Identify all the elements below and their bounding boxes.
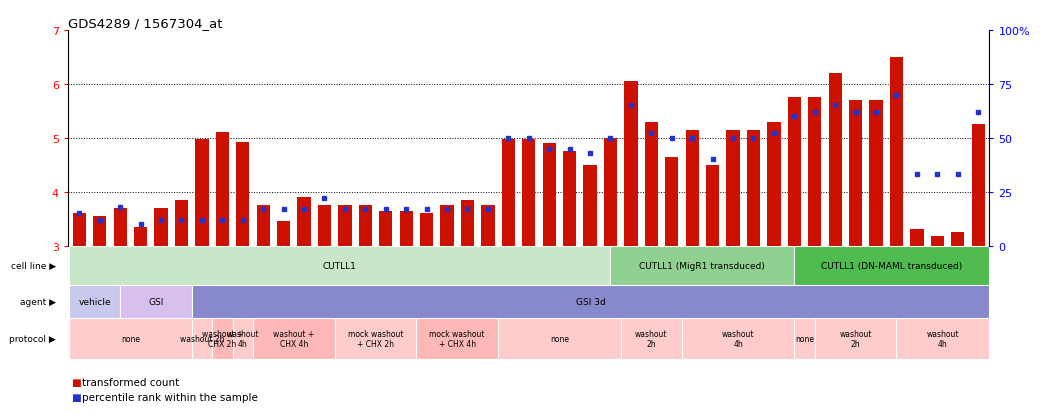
Bar [665,157,678,246]
Bar [400,211,413,246]
Text: washout
2h: washout 2h [840,330,872,348]
Bar [379,211,393,246]
Bar [747,131,760,246]
Bar [441,206,453,246]
Bar [277,222,290,246]
Bar [195,140,208,246]
Text: percentile rank within the sample: percentile rank within the sample [82,392,258,402]
Bar [318,206,331,246]
Bar [795,246,989,285]
Bar [154,208,168,246]
Bar [828,74,842,246]
Text: transformed count: transformed count [82,377,179,387]
Text: ■: ■ [71,392,81,402]
Text: washout
4h: washout 4h [226,330,259,348]
Bar [767,122,780,246]
Bar [175,200,188,246]
Text: none: none [120,334,140,343]
Bar [134,227,148,246]
Text: mock washout
+ CHX 2h: mock washout + CHX 2h [348,330,403,348]
Text: washout
4h: washout 4h [927,330,959,348]
Bar [297,197,311,246]
Bar [910,230,923,246]
Bar [522,140,535,246]
Text: CUTLL1: CUTLL1 [322,261,357,270]
Bar [542,144,556,246]
Bar [808,98,822,246]
Bar [706,165,719,246]
Bar [604,138,617,246]
Bar [951,233,964,246]
Text: CUTLL1 (DN-MAML transduced): CUTLL1 (DN-MAML transduced) [821,261,962,270]
Text: GDS4289 / 1567304_at: GDS4289 / 1567304_at [68,17,223,30]
Bar [69,285,120,318]
Bar [624,82,638,246]
Bar [849,101,863,246]
Text: mock washout
+ CHX 4h: mock washout + CHX 4h [429,330,485,348]
Text: none: none [550,334,569,343]
Bar [420,214,433,246]
Bar [896,318,989,359]
Bar [192,285,989,318]
Bar [498,318,621,359]
Bar [502,140,515,246]
Bar [120,285,192,318]
Bar [93,216,107,246]
Bar [335,318,417,359]
Bar [727,131,739,246]
Bar [216,133,229,246]
Text: washout
2h: washout 2h [636,330,668,348]
Bar [482,206,494,246]
Bar [815,318,896,359]
Bar [232,318,253,359]
Text: none: none [795,334,814,343]
Text: washout
4h: washout 4h [721,330,755,348]
Bar [192,318,213,359]
Bar [257,206,270,246]
Bar [69,318,192,359]
Bar [610,246,795,285]
Bar [236,142,249,246]
Text: washout +
CHX 4h: washout + CHX 4h [273,330,314,348]
Text: protocol ▶: protocol ▶ [9,334,57,343]
Bar [583,165,597,246]
Text: washout +
CHX 2h: washout + CHX 2h [202,330,243,348]
Text: ■: ■ [71,377,81,387]
Bar [72,214,86,246]
Bar [253,318,335,359]
Bar [113,208,127,246]
Text: cell line ▶: cell line ▶ [10,261,57,270]
Bar [645,122,658,246]
Bar [563,152,576,246]
Bar [682,318,795,359]
Bar [890,58,904,246]
Text: washout 2h: washout 2h [180,334,224,343]
Bar [787,98,801,246]
Bar [417,318,498,359]
Bar [69,246,610,285]
Bar [213,318,232,359]
Bar [972,125,985,246]
Bar [869,101,883,246]
Text: CUTLL1 (MigR1 transduced): CUTLL1 (MigR1 transduced) [640,261,765,270]
Bar [931,236,944,246]
Text: vehicle: vehicle [79,297,111,306]
Bar [461,200,474,246]
Text: GSI: GSI [149,297,163,306]
Bar [621,318,682,359]
Text: agent ▶: agent ▶ [20,297,57,306]
Bar [686,131,698,246]
Bar [359,206,372,246]
Bar [338,206,352,246]
Bar [795,318,815,359]
Text: GSI 3d: GSI 3d [576,297,605,306]
